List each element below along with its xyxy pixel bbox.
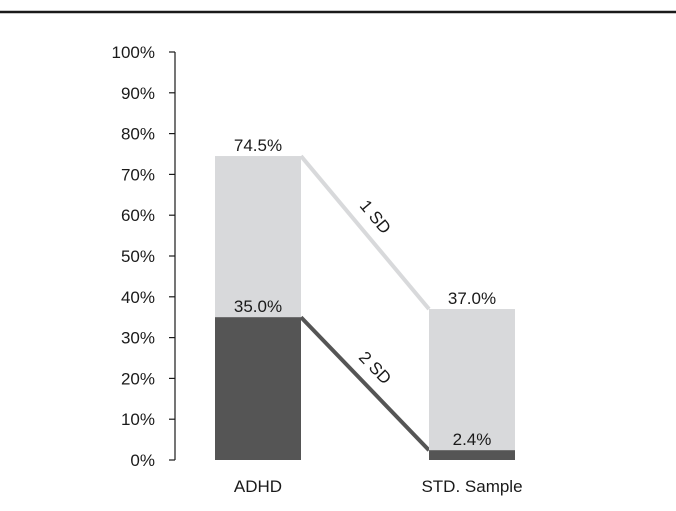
y-axis: 0% 10% 20% 30% 40% 50% 60% 70% 80% 90% 100% xyxy=(112,43,176,470)
y-tick-label: 70% xyxy=(121,165,155,184)
data-labels: 74.5% 37.0% 35.0% 2.4% xyxy=(234,136,496,449)
connector-line-1 xyxy=(299,154,431,311)
y-tick-label: 50% xyxy=(121,247,155,266)
y-tick-label: 80% xyxy=(121,125,155,144)
y-tick-label: 100% xyxy=(112,43,155,62)
y-tick-label: 90% xyxy=(121,84,155,103)
connector-line-2 xyxy=(299,315,431,452)
bar-series2-0 xyxy=(215,317,301,460)
y-tick-label: 40% xyxy=(121,288,155,307)
category-label: STD. Sample xyxy=(421,477,522,496)
y-tick-label: 0% xyxy=(130,451,155,470)
data-label: 2.4% xyxy=(453,430,492,449)
y-tick-label: 60% xyxy=(121,206,155,225)
y-tick-label: 20% xyxy=(121,369,155,388)
category-labels: ADHD STD. Sample xyxy=(234,477,523,496)
data-label: 37.0% xyxy=(448,289,496,308)
connector-lines: 1 SD2 SD xyxy=(299,154,431,452)
category-label: ADHD xyxy=(234,477,282,496)
y-tick-label: 10% xyxy=(121,410,155,429)
data-label: 74.5% xyxy=(234,136,282,155)
y-tick-label: 30% xyxy=(121,329,155,348)
bar-series2-1 xyxy=(429,450,515,460)
bar-series1-1 xyxy=(429,309,515,460)
bars xyxy=(215,156,515,461)
data-label: 35.0% xyxy=(234,297,282,316)
